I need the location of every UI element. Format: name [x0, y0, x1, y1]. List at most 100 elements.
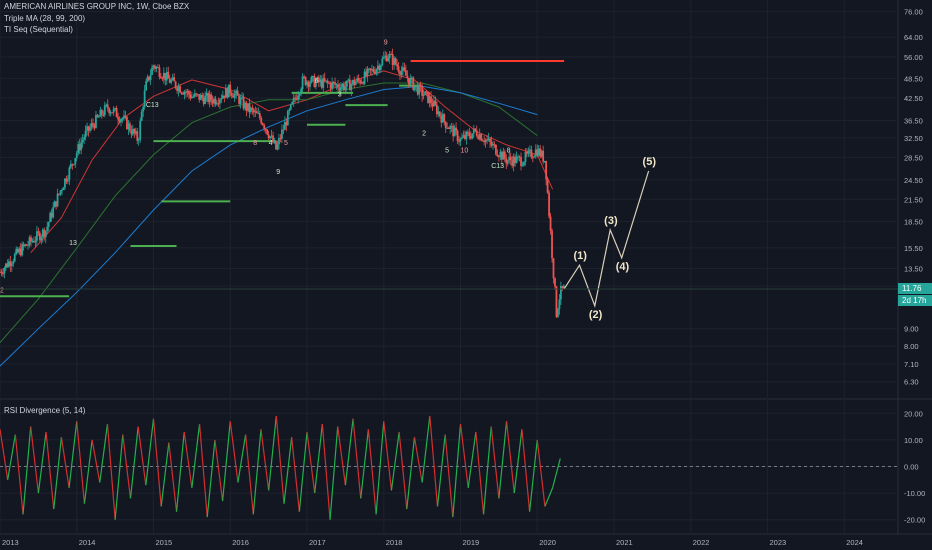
- candle-body: [80, 142, 83, 151]
- candle-body: [71, 163, 74, 165]
- time-tick-label: 2019: [463, 538, 480, 547]
- candle-body: [7, 261, 10, 267]
- candle-body: [427, 91, 429, 103]
- candle-body: [131, 128, 134, 135]
- candle-body: [242, 97, 245, 109]
- candle-body: [283, 122, 286, 130]
- candle-body: [545, 160, 548, 180]
- candle-body: [121, 118, 124, 120]
- candle-body: [534, 149, 537, 157]
- time-tick-label: 2022: [693, 538, 710, 547]
- candle-body: [561, 286, 564, 289]
- indicator-triple-ma[interactable]: Triple MA (28, 99, 200): [4, 14, 86, 23]
- candle-body: [185, 91, 187, 93]
- rsi-tick-label: -20.00: [904, 516, 925, 525]
- candle-body: [409, 77, 412, 85]
- symbol-title[interactable]: AMERICAN AIRLINES GROUP INC, 1W, Cboe BZ…: [4, 2, 190, 11]
- rsi-segment: [53, 437, 62, 510]
- candle-body: [257, 113, 260, 115]
- rsi-segment: [306, 431, 316, 494]
- candle-body: [331, 81, 334, 89]
- rsi-segment: [45, 431, 55, 510]
- rsi-segment: [283, 437, 293, 504]
- candle-body: [537, 148, 540, 156]
- candle-body: [46, 226, 49, 231]
- candle-body: [53, 201, 56, 208]
- sequential-count-label: 2: [422, 131, 426, 138]
- candle-body: [410, 77, 413, 79]
- rsi-segment: [76, 421, 86, 504]
- indicator-ti-seq[interactable]: TI Seq (Sequential): [4, 25, 73, 34]
- candle-body: [474, 128, 477, 131]
- candle-body: [173, 77, 176, 82]
- candle-body: [38, 232, 41, 241]
- rsi-segment: [498, 421, 508, 499]
- candle-body: [340, 86, 342, 91]
- rsi-segment: [413, 437, 423, 483]
- candle-body: [134, 131, 137, 134]
- candle-body: [192, 96, 195, 98]
- candle-body: [450, 126, 453, 128]
- candle-body: [207, 93, 210, 102]
- candle-body: [77, 144, 80, 153]
- candle-body: [90, 123, 93, 128]
- candle-body: [443, 114, 446, 122]
- candle-body: [441, 114, 444, 123]
- rsi-segment: [467, 431, 477, 488]
- candle-body: [325, 80, 328, 82]
- candle-body: [387, 57, 390, 62]
- sequential-count-label: 8: [507, 147, 511, 154]
- candle-body: [47, 222, 50, 227]
- candle-body: [179, 86, 181, 93]
- candle-body: [109, 112, 112, 114]
- candle-body: [59, 190, 62, 194]
- candle-body: [9, 261, 12, 267]
- candle-body: [13, 254, 16, 262]
- candle-body: [500, 151, 503, 160]
- candle-body: [28, 237, 31, 245]
- candle-body: [381, 58, 384, 66]
- rsi-segment: [30, 426, 39, 494]
- candle-body: [120, 119, 122, 122]
- rsi-segment: [406, 437, 416, 510]
- candle-body: [252, 109, 255, 113]
- rsi-segment: [152, 418, 162, 507]
- candle-body: [108, 108, 111, 114]
- candle-body: [49, 212, 52, 223]
- candle-body: [459, 138, 462, 142]
- candle-body: [483, 140, 486, 143]
- rsi-segment: [398, 431, 408, 510]
- price-tick-label: 9.00: [904, 325, 919, 334]
- indicator-rsi-divergence[interactable]: RSI Divergence (5, 14): [4, 406, 86, 415]
- candle-body: [241, 97, 243, 99]
- candle-body: [512, 156, 515, 166]
- rsi-segment: [183, 431, 193, 488]
- rsi-segment: [268, 415, 277, 491]
- candle-body: [171, 77, 174, 80]
- candle-body: [469, 136, 472, 139]
- candle-body: [317, 77, 320, 83]
- wave-label-2: (2): [589, 309, 603, 321]
- candle-body: [126, 116, 128, 130]
- candle-body: [195, 93, 198, 95]
- rsi-segment: [528, 439, 538, 512]
- time-tick-label: 2016: [232, 538, 249, 547]
- candle-body: [78, 144, 81, 151]
- sequential-count-label: 2: [0, 287, 4, 294]
- candle-body: [12, 261, 15, 264]
- candle-body: [223, 95, 226, 98]
- candle-body: [213, 98, 215, 104]
- candle-body: [416, 85, 419, 95]
- sequential-count-label: 6: [315, 78, 319, 85]
- candle-body: [50, 212, 53, 218]
- candle-body: [326, 80, 329, 83]
- sequential-count-label: C13: [146, 102, 159, 109]
- candle-body: [397, 66, 400, 72]
- candle-body: [379, 65, 382, 71]
- candle-body: [258, 113, 261, 119]
- candle-body: [511, 160, 514, 166]
- candle-body: [87, 126, 90, 131]
- candle-body: [261, 123, 264, 125]
- candle-body: [335, 84, 338, 86]
